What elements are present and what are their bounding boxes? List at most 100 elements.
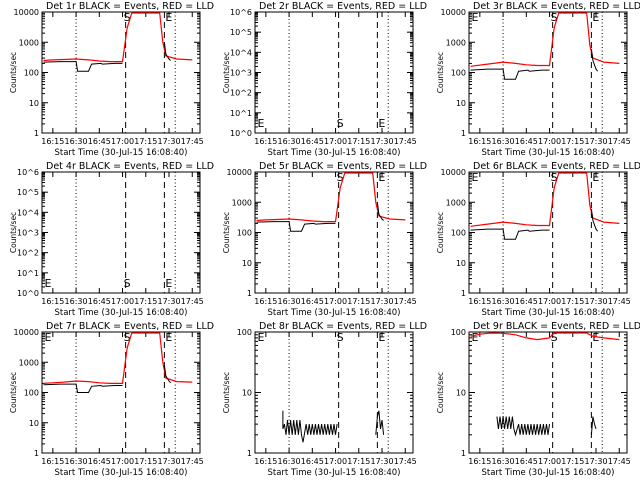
chart-panel-3: Det 3r BLACK = Events, RED = LLD 1 10 100 10… [436, 1, 640, 158]
x-tick-label: 17:45 [394, 297, 417, 306]
y-tick-label: 1000 [19, 38, 39, 47]
plot-frame [254, 11, 414, 134]
x-tick-label: 17:45 [608, 457, 631, 466]
y-tick-label: 10000 [14, 8, 39, 17]
x-axis-label: Start Time (30-Jul-15 16:08:40) [55, 148, 188, 158]
x-axis-label: Start Time (30-Jul-15 16:08:40) [482, 308, 615, 318]
x-tick-label: 16:30 [492, 457, 515, 466]
events-rate-line-2 [496, 416, 550, 437]
x-tick-label: 17:45 [608, 297, 631, 306]
x-tick-label: 17:15 [561, 457, 584, 466]
chart-title: Det 2r BLACK = Events, RED = LLD [259, 1, 427, 12]
y-tick-label: 10^5 [230, 28, 252, 37]
x-tick-label: 17:15 [134, 297, 157, 306]
chart-panel-7: Det 7r BLACK = Events, RED = LLD 1 10 100 10… [9, 321, 214, 478]
chart-panel-4: Det 4r BLACK = Events, RED = LLD 10^0 10^1… [9, 161, 214, 318]
events-rate-line-1 [282, 410, 338, 443]
event-marker-e: E [165, 277, 172, 290]
event-marker-e: E [45, 277, 52, 290]
event-marker-s: S [337, 331, 344, 344]
plot-frame [41, 11, 201, 134]
x-tick-label: 17:00 [538, 457, 561, 466]
x-tick-label: 16:45 [88, 297, 111, 306]
x-tick-label: 17:15 [347, 297, 370, 306]
x-tick-label: 16:45 [515, 297, 538, 306]
x-tick-label: 17:45 [608, 137, 631, 146]
y-tick-label: 10 [242, 389, 252, 398]
y-tick-label: 10^3 [230, 69, 252, 78]
event-marker-s: S [124, 277, 131, 290]
chart-panel-6: Det 6r BLACK = Events, RED = LLD 1 10 100 10… [436, 161, 640, 318]
x-tick-label: 17:15 [347, 137, 370, 146]
x-tick-label: 17:30 [370, 137, 393, 146]
events-rate-line-2 [470, 228, 550, 240]
event-marker-e: E [378, 117, 385, 130]
event-marker-s: S [337, 171, 344, 184]
events-rate-line-3 [376, 202, 384, 221]
x-tick-label: 16:45 [88, 137, 111, 146]
x-tick-label: 17:30 [370, 297, 393, 306]
y-axis-label: Counts/sec [436, 372, 445, 413]
x-tick-label: 17:00 [324, 137, 347, 146]
x-axis-label: Start Time (30-Jul-15 16:08:40) [482, 148, 615, 158]
y-tick-label: 10000 [14, 328, 39, 337]
x-tick-label: 17:00 [111, 457, 134, 466]
y-axis-label: Counts/sec [9, 52, 18, 93]
event-marker-e: E [258, 117, 265, 130]
y-tick-label: 10^6 [230, 8, 252, 17]
x-axis-label: Start Time (30-Jul-15 16:08:40) [482, 468, 615, 478]
event-marker-e: E [378, 171, 385, 184]
y-tick-label: 10^6 [17, 168, 39, 177]
event-marker-s: S [551, 11, 558, 24]
y-tick-label: 10 [456, 389, 466, 398]
x-tick-label: 16:15 [41, 137, 64, 146]
x-tick-label: 16:30 [278, 137, 301, 146]
x-tick-label: 17:45 [394, 137, 417, 146]
chart-title: Det 4r BLACK = Events, RED = LLD [46, 161, 214, 172]
y-axis-label: Counts/sec [9, 372, 18, 413]
events-rate-line-2 [256, 221, 336, 232]
y-tick-label: 10000 [441, 168, 466, 177]
event-marker-e: E [472, 171, 479, 184]
event-marker-s: S [124, 331, 131, 344]
y-tick-label: 10^1 [17, 269, 39, 278]
events-rate-line-3 [163, 365, 171, 384]
y-tick-label: 10 [242, 259, 252, 268]
event-marker-e: E [165, 331, 172, 344]
y-tick-label: 10^1 [230, 109, 252, 118]
y-axis-label: Counts/sec [436, 212, 445, 253]
x-tick-label: 17:30 [584, 137, 607, 146]
x-axis-label: Start Time (30-Jul-15 16:08:40) [55, 308, 188, 318]
x-tick-label: 16:45 [515, 457, 538, 466]
events-rate-line-3 [590, 48, 598, 72]
x-tick-label: 16:15 [254, 457, 277, 466]
x-tick-label: 16:30 [278, 297, 301, 306]
y-axis-label: Counts/sec [9, 212, 18, 253]
chart-panel-2: Det 2r BLACK = Events, RED = LLD 10^0 10^1… [222, 1, 427, 158]
events-rate-line-2 [470, 68, 550, 80]
x-tick-label: 17:30 [157, 297, 180, 306]
x-tick-label: 17:00 [538, 297, 561, 306]
y-tick-label: 10 [456, 99, 466, 108]
chart-title: Det 1r BLACK = Events, RED = LLD [46, 1, 214, 12]
chart-title: Det 3r BLACK = Events, RED = LLD [473, 1, 640, 12]
x-axis-label: Start Time (30-Jul-15 16:08:40) [268, 148, 401, 158]
lld-rate-line-1 [470, 332, 620, 341]
y-tick-label: 1 [34, 129, 39, 138]
chart-panel-8: Det 8r BLACK = Events, RED = LLD 1 10 100 16… [222, 321, 427, 478]
event-marker-e: E [258, 331, 265, 344]
y-tick-label: 1 [461, 289, 466, 298]
plot-frame [254, 331, 414, 454]
x-tick-label: 17:15 [134, 137, 157, 146]
x-tick-label: 16:30 [492, 297, 515, 306]
y-tick-label: 100 [24, 389, 39, 398]
y-axis-label: Counts/sec [222, 212, 231, 253]
lld-rate-line-1 [43, 12, 193, 63]
y-tick-label: 10^2 [230, 89, 252, 98]
x-tick-label: 17:00 [324, 297, 347, 306]
y-tick-label: 1000 [446, 198, 466, 207]
x-tick-label: 16:45 [301, 297, 324, 306]
x-tick-label: 17:15 [561, 137, 584, 146]
